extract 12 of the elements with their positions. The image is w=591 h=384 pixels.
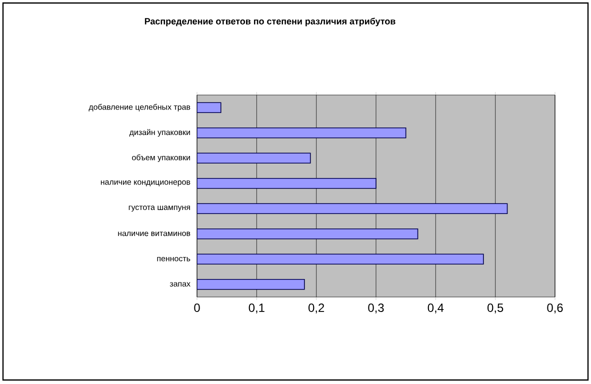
x-tick-label: 0,6 — [547, 304, 563, 314]
x-tick-label: 0,5 — [487, 304, 504, 314]
bar — [197, 127, 406, 138]
chart-title: Распределение ответов по степени различия атрибутов — [144, 18, 396, 26]
x-tick-label: 0,3 — [368, 304, 384, 314]
bar — [197, 254, 484, 265]
x-tick-label: 0,1 — [248, 304, 264, 314]
x-tick-label: 0,2 — [308, 304, 324, 314]
bar — [197, 228, 418, 240]
x-tick-label: 0 — [194, 304, 200, 312]
bar — [197, 203, 508, 214]
x-tick-label: 0,4 — [428, 304, 444, 314]
